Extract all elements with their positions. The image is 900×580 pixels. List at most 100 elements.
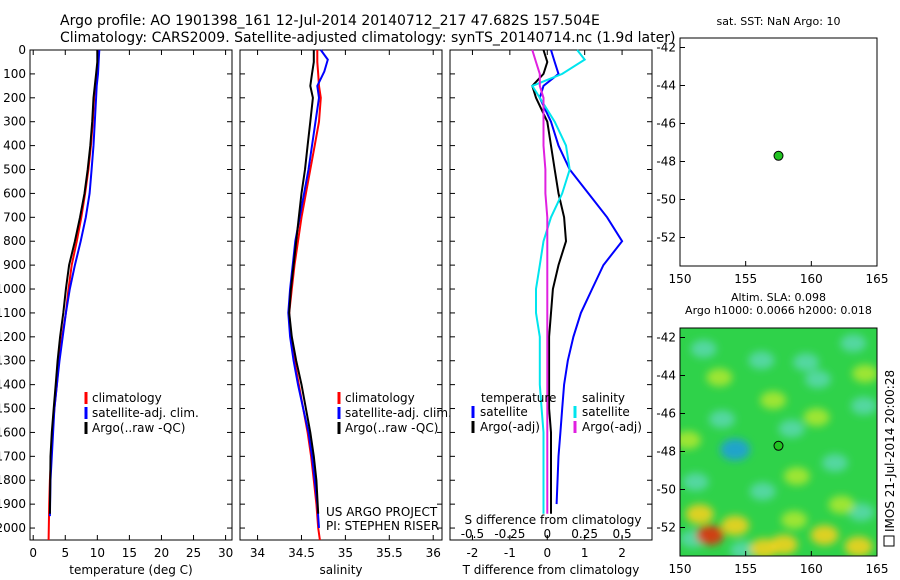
sla-heatmap-cell (828, 495, 855, 514)
sla-heatmap-field (680, 334, 877, 556)
map-sla-title-line: Altim. SLA: 0.098 (731, 291, 826, 304)
difference-xtick-label: -1 (504, 546, 516, 560)
salinity-legend-label: climatology (345, 391, 415, 405)
depth-tick-label: 500 (3, 163, 26, 177)
salinity-xtick-label: 34.5 (288, 546, 315, 560)
difference-series-s-argo-adj- (531, 49, 549, 514)
map-sla-xtick-label: 160 (800, 562, 823, 576)
difference-legend-header: temperature (481, 391, 556, 405)
difference-s-tick-label: 0.25 (571, 527, 598, 541)
depth-tick-label: 1200 (0, 330, 26, 344)
map-sla-ytick-label: -48 (656, 445, 676, 459)
map-sla-argo-position-marker (773, 440, 784, 451)
depth-tick-label: 300 (3, 115, 26, 129)
temperature-xtick-label: 20 (154, 546, 169, 560)
map-sst-xtick-label: 150 (669, 272, 692, 286)
difference-xtick-label: -2 (466, 546, 478, 560)
difference-series-s-satellite (530, 49, 587, 514)
map-sla-xtick-label: 150 (669, 562, 692, 576)
difference-legend-label: Argo(-adj) (582, 420, 642, 434)
map-sla-axes-frame (679, 327, 878, 557)
temperature-xlabel: temperature (deg C) (69, 563, 192, 577)
sla-heatmap-cell (810, 525, 839, 546)
map-sst-xtick-label: 155 (734, 272, 757, 286)
difference-s-tick-label: 0.5 (613, 527, 632, 541)
temperature-legend-label: satellite-adj. clim. (92, 406, 199, 420)
salinity-series-argo-raw-qc- (288, 50, 320, 514)
sla-heatmap-cell (852, 364, 877, 383)
sla-heatmap-cell (781, 510, 808, 529)
map-sst-ytick-label: -52 (656, 231, 676, 245)
header-line-1: Argo profile: AO 1901398_161 12-Jul-2014… (60, 13, 600, 29)
map-sla-ytick-label: -46 (656, 407, 676, 421)
difference-series-t-satellite (538, 49, 624, 505)
temperature-series-argo-raw-qc- (48, 50, 99, 514)
difference-s-tick-label: 0 (543, 527, 551, 541)
difference-legend-label: satellite (582, 405, 630, 419)
depth-tick-label: 1900 (0, 497, 26, 511)
depth-tick-label: 700 (3, 210, 26, 224)
map-sst-xtick-label: 160 (800, 272, 823, 286)
difference-xlabel: T difference from climatology (462, 563, 640, 577)
map-sst-ytick-label: -42 (656, 41, 676, 55)
difference-s-tick-label: -0.25 (494, 527, 525, 541)
salinity-legend-label: Argo(..raw -QC) (345, 421, 438, 435)
difference-s-tick-label: -0.5 (461, 527, 484, 541)
salinity-xtick-label: 36 (426, 546, 441, 560)
map-sst-ytick-label: -50 (656, 193, 676, 207)
sla-heatmap-cell (844, 536, 873, 556)
difference-series-t-argo-adj- (531, 49, 568, 514)
depth-tick-label: 100 (3, 67, 26, 81)
difference-s-axis-label: S difference from climatology (465, 513, 642, 527)
depth-tick-label: 1100 (0, 306, 26, 320)
sla-heatmap-cell (840, 334, 867, 353)
header-line-2: Climatology: CARS2009. Satellite-adjuste… (60, 30, 675, 46)
salinity-axes-frame (239, 49, 443, 541)
depth-tick-label: 1600 (0, 425, 26, 439)
temperature-xtick-label: 15 (122, 546, 137, 560)
map-sla-xtick-label: 165 (866, 562, 889, 576)
depth-tick-label: 0 (18, 43, 26, 57)
map-sla-ytick-label: -50 (656, 483, 676, 497)
temperature-xtick-label: 10 (90, 546, 105, 560)
temperature-xtick-label: 30 (218, 546, 233, 560)
map-sst-xtick-label: 165 (866, 272, 889, 286)
salinity-xtick-label: 34 (250, 546, 265, 560)
temperature-xtick-label: 0 (29, 546, 37, 560)
sla-heatmap-cell (803, 408, 830, 427)
sla-heatmap-cell (709, 410, 736, 429)
sla-heatmap-cell (821, 453, 848, 472)
sla-heatmap-cell (682, 472, 709, 491)
sla-heatmap-cell (696, 525, 725, 546)
map-sla-ytick-label: -44 (656, 369, 676, 383)
difference-xtick-label: 1 (581, 546, 589, 560)
salinity-xlabel: salinity (319, 563, 362, 577)
map-sst-argo-position-marker (773, 150, 784, 161)
salinity-xtick-label: 35.5 (376, 546, 403, 560)
sla-heatmap-cell (685, 504, 714, 525)
sla-heatmap-cell (720, 438, 751, 461)
temperature-axes-frame (29, 49, 233, 541)
difference-legend-label: satellite (480, 405, 528, 419)
salinity-legend-label: satellite-adj. clim. (345, 406, 452, 420)
imos-stamp: IMOS 21-Jul-2014 20:00:28 (882, 360, 898, 550)
temperature-legend-label: Argo(..raw -QC) (92, 421, 185, 435)
depth-tick-label: 900 (3, 258, 26, 272)
map-sla-title-line: Argo h1000: 0.0066 h2000: 0.018 (685, 304, 872, 317)
sla-heatmap-cell (721, 515, 750, 536)
sla-heatmap-cell (706, 368, 733, 387)
sla-heatmap-cell (848, 503, 875, 522)
salinity-panel: 34 34.5 35 35.5 36 salinity climatologysatelli… (239, 49, 452, 577)
map-sla-ytick-label: -42 (656, 331, 676, 345)
map-sla-xtick-label: 155 (734, 562, 757, 576)
difference-legend-label: Argo(-adj) (480, 420, 540, 434)
difference-panel: -2 -1 0 1 2 T difference from climatology temp… (449, 49, 653, 577)
depth-tick-label: 2000 (0, 521, 26, 535)
temperature-xtick-label: 25 (186, 546, 201, 560)
map-sst-ytick-label: -44 (656, 79, 676, 93)
depth-tick-label: 800 (3, 234, 26, 248)
sla-heatmap-cell (778, 419, 805, 438)
sla-heatmap-cell (748, 351, 775, 370)
sla-heatmap-cell (783, 467, 810, 486)
